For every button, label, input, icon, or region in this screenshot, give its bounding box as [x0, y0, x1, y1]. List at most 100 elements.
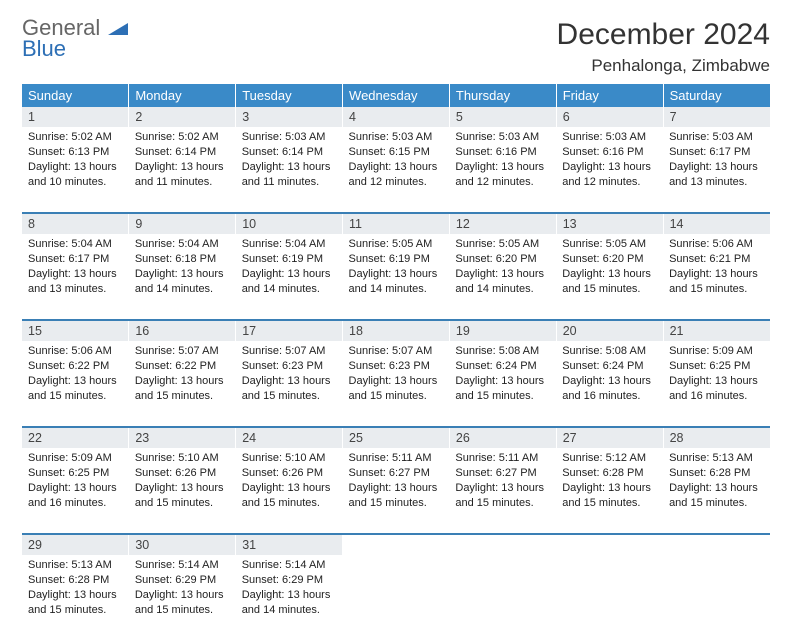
sunrise-text: Sunrise: 5:03 AM — [669, 130, 764, 145]
day-content-cell: Sunrise: 5:02 AMSunset: 6:14 PMDaylight:… — [129, 127, 236, 213]
sunset-text: Sunset: 6:17 PM — [669, 145, 764, 160]
month-title: December 2024 — [557, 18, 770, 52]
sunset-text: Sunset: 6:22 PM — [135, 359, 230, 374]
daylight-text-2: and 15 minutes. — [242, 496, 337, 511]
daylight-text-1: Daylight: 13 hours — [242, 481, 337, 496]
sunrise-text: Sunrise: 5:03 AM — [455, 130, 550, 145]
daylight-text-2: and 15 minutes. — [135, 496, 230, 511]
day-content-cell: Sunrise: 5:06 AMSunset: 6:21 PMDaylight:… — [663, 234, 770, 320]
sunrise-text: Sunrise: 5:08 AM — [455, 344, 550, 359]
sunrise-text: Sunrise: 5:04 AM — [135, 237, 230, 252]
sunrise-text: Sunrise: 5:02 AM — [135, 130, 230, 145]
day-number-cell: 31 — [236, 534, 343, 555]
sunrise-text: Sunrise: 5:07 AM — [135, 344, 230, 359]
weekday-sun: Sunday — [22, 84, 129, 107]
daylight-text-1: Daylight: 13 hours — [28, 267, 123, 282]
sunrise-text: Sunrise: 5:04 AM — [242, 237, 337, 252]
daylight-text-2: and 15 minutes. — [28, 603, 123, 618]
sunset-text: Sunset: 6:22 PM — [28, 359, 123, 374]
sunrise-text: Sunrise: 5:03 AM — [242, 130, 337, 145]
sunset-text: Sunset: 6:20 PM — [455, 252, 550, 267]
daylight-text-2: and 14 minutes. — [349, 282, 444, 297]
sunset-text: Sunset: 6:14 PM — [135, 145, 230, 160]
daylight-text-1: Daylight: 13 hours — [669, 481, 764, 496]
daylight-text-1: Daylight: 13 hours — [349, 160, 444, 175]
daylight-text-2: and 15 minutes. — [562, 496, 657, 511]
day-content-cell: Sunrise: 5:05 AMSunset: 6:20 PMDaylight:… — [556, 234, 663, 320]
daylight-text-1: Daylight: 13 hours — [135, 588, 230, 603]
day-number-cell — [556, 534, 663, 555]
weekday-fri: Friday — [556, 84, 663, 107]
daylight-text-2: and 15 minutes. — [349, 389, 444, 404]
day-number-cell: 8 — [22, 213, 129, 234]
day-content-cell: Sunrise: 5:10 AMSunset: 6:26 PMDaylight:… — [129, 448, 236, 534]
sunset-text: Sunset: 6:21 PM — [669, 252, 764, 267]
sunrise-text: Sunrise: 5:05 AM — [562, 237, 657, 252]
sunset-text: Sunset: 6:18 PM — [135, 252, 230, 267]
daylight-text-2: and 15 minutes. — [562, 282, 657, 297]
daylight-text-1: Daylight: 13 hours — [135, 160, 230, 175]
daylight-text-1: Daylight: 13 hours — [242, 160, 337, 175]
day-number-cell — [449, 534, 556, 555]
daylight-text-2: and 15 minutes. — [28, 389, 123, 404]
day-content-cell: Sunrise: 5:03 AMSunset: 6:14 PMDaylight:… — [236, 127, 343, 213]
day-number-cell: 1 — [22, 107, 129, 127]
sunset-text: Sunset: 6:25 PM — [28, 466, 123, 481]
day-number-cell: 20 — [556, 320, 663, 341]
sunrise-text: Sunrise: 5:14 AM — [242, 558, 337, 573]
day-content-cell: Sunrise: 5:13 AMSunset: 6:28 PMDaylight:… — [22, 555, 129, 641]
day-number-cell: 24 — [236, 427, 343, 448]
daylight-text-2: and 12 minutes. — [349, 175, 444, 190]
day-number-cell: 21 — [663, 320, 770, 341]
sunset-text: Sunset: 6:24 PM — [455, 359, 550, 374]
logo: General Blue — [22, 18, 128, 60]
daylight-text-2: and 15 minutes. — [135, 603, 230, 618]
header: General Blue December 2024 Penhalonga, Z… — [22, 18, 770, 76]
daylight-text-1: Daylight: 13 hours — [349, 481, 444, 496]
daylight-text-2: and 15 minutes. — [455, 389, 550, 404]
daylight-text-2: and 13 minutes. — [28, 282, 123, 297]
daylight-text-2: and 16 minutes. — [669, 389, 764, 404]
weekday-tue: Tuesday — [236, 84, 343, 107]
daylight-text-1: Daylight: 13 hours — [28, 588, 123, 603]
day-content-cell: Sunrise: 5:03 AMSunset: 6:15 PMDaylight:… — [343, 127, 450, 213]
daylight-text-1: Daylight: 13 hours — [242, 588, 337, 603]
day-content-cell: Sunrise: 5:07 AMSunset: 6:23 PMDaylight:… — [236, 341, 343, 427]
sunset-text: Sunset: 6:16 PM — [562, 145, 657, 160]
daylight-text-2: and 15 minutes. — [242, 389, 337, 404]
daylight-text-1: Daylight: 13 hours — [242, 374, 337, 389]
day-number-cell: 5 — [449, 107, 556, 127]
sunset-text: Sunset: 6:29 PM — [242, 573, 337, 588]
day-number-cell: 26 — [449, 427, 556, 448]
logo-line2: Blue — [22, 36, 66, 61]
sunrise-text: Sunrise: 5:12 AM — [562, 451, 657, 466]
day-content-cell: Sunrise: 5:07 AMSunset: 6:23 PMDaylight:… — [343, 341, 450, 427]
day-number-cell: 17 — [236, 320, 343, 341]
day-content-cell — [556, 555, 663, 641]
daylight-text-2: and 14 minutes. — [242, 282, 337, 297]
day-content-cell: Sunrise: 5:10 AMSunset: 6:26 PMDaylight:… — [236, 448, 343, 534]
title-block: December 2024 Penhalonga, Zimbabwe — [557, 18, 770, 76]
daylight-text-1: Daylight: 13 hours — [562, 267, 657, 282]
daylight-text-2: and 14 minutes. — [135, 282, 230, 297]
sunset-text: Sunset: 6:29 PM — [135, 573, 230, 588]
daylight-text-1: Daylight: 13 hours — [455, 267, 550, 282]
daylight-text-2: and 16 minutes. — [28, 496, 123, 511]
sunset-text: Sunset: 6:26 PM — [242, 466, 337, 481]
weekday-thu: Thursday — [449, 84, 556, 107]
day-content-cell: Sunrise: 5:06 AMSunset: 6:22 PMDaylight:… — [22, 341, 129, 427]
day-number-cell: 6 — [556, 107, 663, 127]
daylight-text-1: Daylight: 13 hours — [28, 481, 123, 496]
day-number-cell: 2 — [129, 107, 236, 127]
sunrise-text: Sunrise: 5:14 AM — [135, 558, 230, 573]
sunrise-text: Sunrise: 5:02 AM — [28, 130, 123, 145]
day-content-cell: Sunrise: 5:05 AMSunset: 6:20 PMDaylight:… — [449, 234, 556, 320]
sunset-text: Sunset: 6:20 PM — [562, 252, 657, 267]
daylight-text-1: Daylight: 13 hours — [669, 160, 764, 175]
daylight-text-2: and 10 minutes. — [28, 175, 123, 190]
daylight-text-1: Daylight: 13 hours — [28, 374, 123, 389]
day-content-cell: Sunrise: 5:03 AMSunset: 6:17 PMDaylight:… — [663, 127, 770, 213]
weekday-sat: Saturday — [663, 84, 770, 107]
sunset-text: Sunset: 6:25 PM — [669, 359, 764, 374]
day-content-cell: Sunrise: 5:11 AMSunset: 6:27 PMDaylight:… — [343, 448, 450, 534]
